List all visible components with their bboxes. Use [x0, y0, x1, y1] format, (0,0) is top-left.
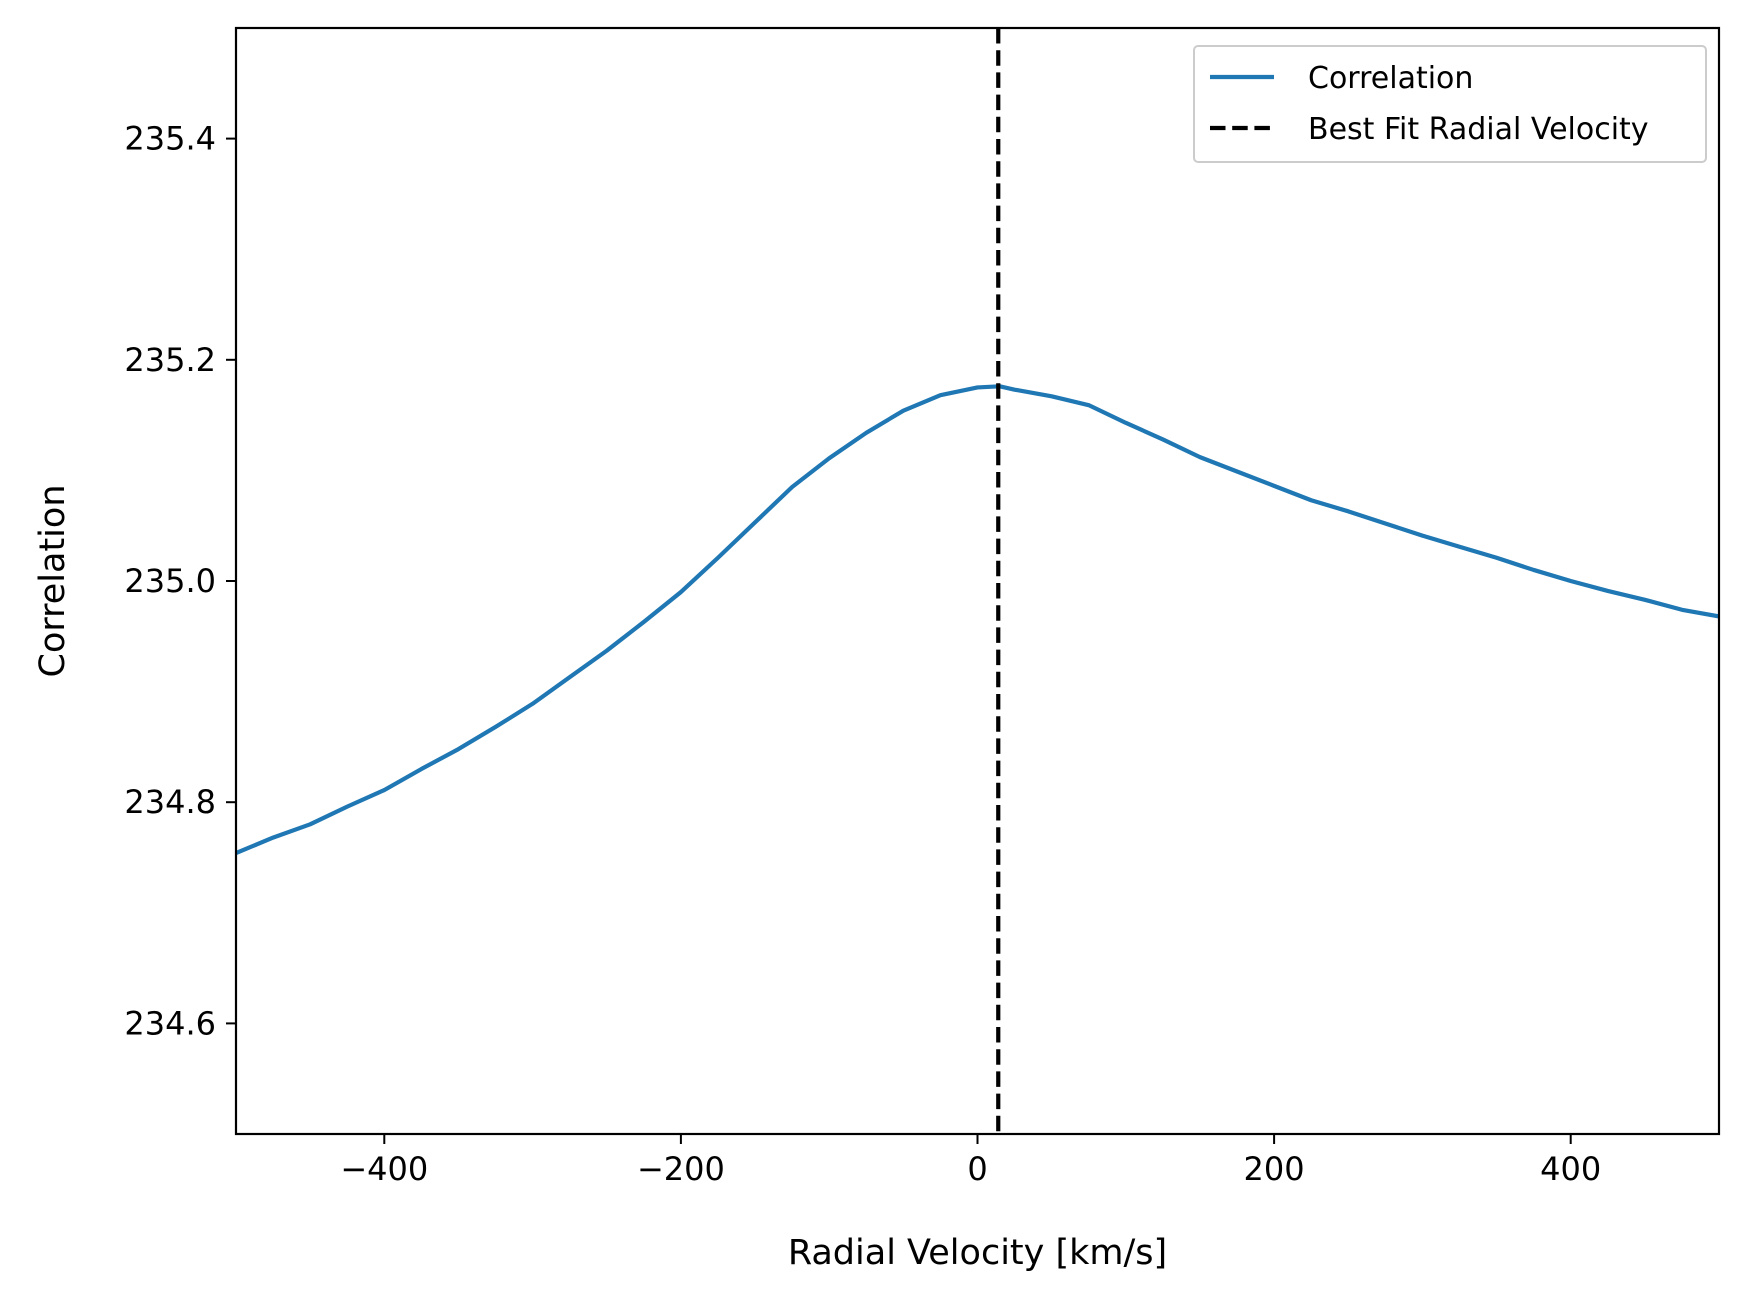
plot-marks — [236, 28, 1719, 1134]
y-tick-label: 234.8 — [124, 783, 216, 821]
x-axis: −400 −200 0 200 400 — [340, 1134, 1601, 1188]
y-tick-label: 235.0 — [124, 562, 216, 600]
x-tick-label: 200 — [1244, 1150, 1305, 1188]
x-axis-label: Radial Velocity [km/s] — [788, 1233, 1167, 1273]
x-tick-label: −200 — [637, 1150, 725, 1188]
y-tick-label: 234.6 — [124, 1004, 216, 1042]
correlation-line — [236, 384, 1719, 856]
x-tick-label: 0 — [967, 1150, 987, 1188]
y-tick-label: 235.2 — [124, 341, 216, 379]
y-axis: 234.6 234.8 235.0 235.2 235.4 — [124, 120, 236, 1042]
y-tick-label: 235.4 — [124, 120, 216, 158]
legend: Correlation Best Fit Radial Velocity — [1193, 45, 1707, 163]
x-tick-label: 400 — [1540, 1150, 1601, 1188]
legend-box — [1193, 45, 1707, 163]
y-axis-label: Correlation — [33, 485, 73, 678]
legend-correlation-label: Correlation — [1308, 61, 1473, 96]
legend-best-fit-label: Best Fit Radial Velocity — [1308, 112, 1649, 147]
x-tick-label: −400 — [340, 1150, 428, 1188]
